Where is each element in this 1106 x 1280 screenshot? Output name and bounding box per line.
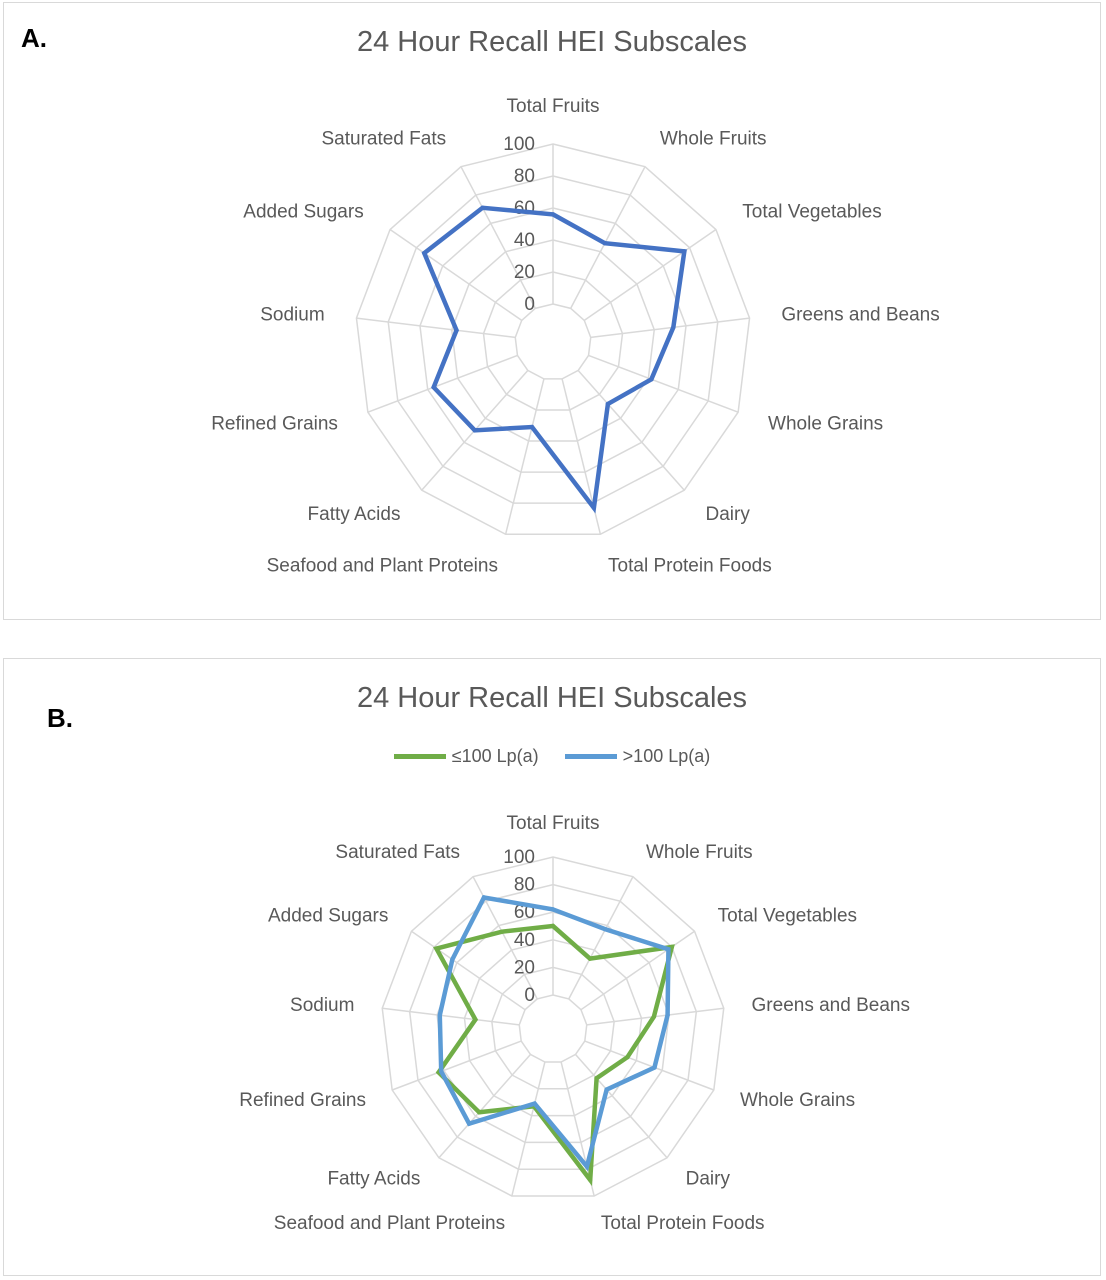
data-point-whole-grains [625, 1055, 629, 1059]
data-point-fatty-acids [477, 1110, 481, 1114]
category-label-greens-and-beans: Greens and Beans [752, 995, 910, 1016]
data-point-whole-grains [649, 377, 653, 381]
radial-tick-label: 20 [514, 957, 535, 978]
data-point-total-protein-foods [585, 1164, 589, 1168]
data-point-total-fruits [551, 924, 555, 928]
radial-tick-label: 100 [503, 847, 535, 868]
grid-spoke [571, 167, 645, 309]
data-point-fatty-acids [467, 1121, 471, 1125]
category-label-dairy: Dairy [706, 504, 751, 525]
data-point-total-protein-foods [588, 1178, 592, 1182]
chart-panel-b: B. 24 Hour Recall HEI Subscales ≤100 Lp(… [3, 658, 1101, 1276]
data-point-total-vegetables [682, 249, 686, 253]
data-point-fatty-acids [473, 428, 477, 432]
category-label-total-protein-foods: Total Protein Foods [601, 1213, 765, 1234]
radial-tick-label: 0 [524, 985, 535, 1006]
radial-tick-label: 40 [514, 230, 535, 251]
data-point-added-sugars [434, 946, 438, 950]
data-point-greens-and-beans [671, 325, 675, 329]
data-point-saturated-fats [500, 929, 504, 933]
category-label-greens-and-beans: Greens and Beans [781, 304, 939, 325]
category-label-total-protein-foods: Total Protein Foods [608, 555, 772, 576]
category-label-whole-fruits: Whole Fruits [646, 842, 753, 863]
data-point-dairy [606, 402, 610, 406]
data-point-dairy [604, 1087, 608, 1091]
category-label-sodium: Sodium [260, 304, 324, 325]
series-line [424, 208, 684, 508]
grid-spoke [382, 1008, 519, 1025]
data-point-sodium [454, 328, 458, 332]
category-label-fatty-acids: Fatty Acids [308, 504, 401, 525]
category-label-refined-grains: Refined Grains [239, 1090, 366, 1111]
data-point-refined-grains [439, 1069, 443, 1073]
grid-ring [515, 304, 590, 379]
radial-tick-label: 80 [514, 166, 535, 187]
data-point-whole-grains [652, 1065, 656, 1069]
data-point-whole-fruits [603, 927, 607, 931]
grid-spoke [356, 318, 515, 337]
data-point-greens-and-beans [652, 1015, 656, 1019]
category-label-dairy: Dairy [686, 1169, 731, 1190]
data-point-whole-fruits [588, 956, 592, 960]
grid-spoke [585, 1041, 714, 1090]
data-point-total-fruits [551, 907, 555, 911]
category-label-total-fruits: Total Fruits [507, 813, 600, 834]
category-label-saturated-fats: Saturated Fats [335, 842, 460, 863]
chart-panel-a: A. 24 Hour Recall HEI Subscales 0 20 40 60 8… [3, 2, 1101, 620]
category-label-total-vegetables: Total Vegetables [718, 905, 857, 926]
category-label-whole-grains: Whole Grains [740, 1090, 855, 1111]
radial-tick-label: 0 [524, 294, 535, 315]
data-point-added-sugars [450, 957, 454, 961]
data-point-seafood-and-plant-proteins [530, 425, 534, 429]
data-point-sodium [438, 1013, 442, 1017]
data-point-total-protein-foods [592, 506, 596, 510]
data-point-refined-grains [431, 385, 435, 389]
category-label-total-fruits: Total Fruits [507, 96, 600, 117]
category-label-added-sugars: Added Sugars [268, 905, 388, 926]
category-label-sodium: Sodium [290, 995, 354, 1016]
radar-chart-b: 020406080100Total FruitsWhole FruitsTota… [4, 659, 1102, 1277]
category-label-total-vegetables: Total Vegetables [742, 201, 881, 222]
radar-chart-a: 0 20 40 60 80 100 Total Fruits Whole Fruits Tota… [4, 3, 1102, 621]
category-label-refined-grains: Refined Grains [211, 414, 338, 435]
category-label-whole-grains: Whole Grains [768, 414, 883, 435]
category-label-seafood-and-plant-proteins: Seafood and Plant Proteins [267, 555, 498, 576]
radial-tick-label: 20 [514, 262, 535, 283]
category-label-added-sugars: Added Sugars [243, 201, 363, 222]
data-point-total-vegetables [666, 947, 670, 951]
data-point-dairy [594, 1076, 598, 1080]
category-label-fatty-acids: Fatty Acids [327, 1169, 420, 1190]
data-point-added-sugars [422, 251, 426, 255]
data-point-seafood-and-plant-proteins [532, 1101, 536, 1105]
radial-tick-label: 100 [503, 134, 535, 155]
data-point-total-fruits [551, 212, 555, 216]
grid-spoke [512, 1062, 545, 1196]
grid-spoke [390, 230, 522, 321]
category-label-seafood-and-plant-proteins: Seafood and Plant Proteins [274, 1213, 505, 1234]
data-point-sodium [473, 1017, 477, 1021]
data-point-saturated-fats [480, 206, 484, 210]
data-point-saturated-fats [482, 895, 486, 899]
category-label-saturated-fats: Saturated Fats [321, 128, 446, 149]
data-point-greens-and-beans [665, 1013, 669, 1017]
category-label-whole-fruits: Whole Fruits [660, 128, 767, 149]
radial-tick-label: 40 [514, 930, 535, 951]
radial-tick-label: 60 [514, 198, 535, 219]
data-point-whole-fruits [603, 241, 607, 245]
grid-spoke [506, 379, 544, 534]
radial-tick-label: 80 [514, 875, 535, 896]
